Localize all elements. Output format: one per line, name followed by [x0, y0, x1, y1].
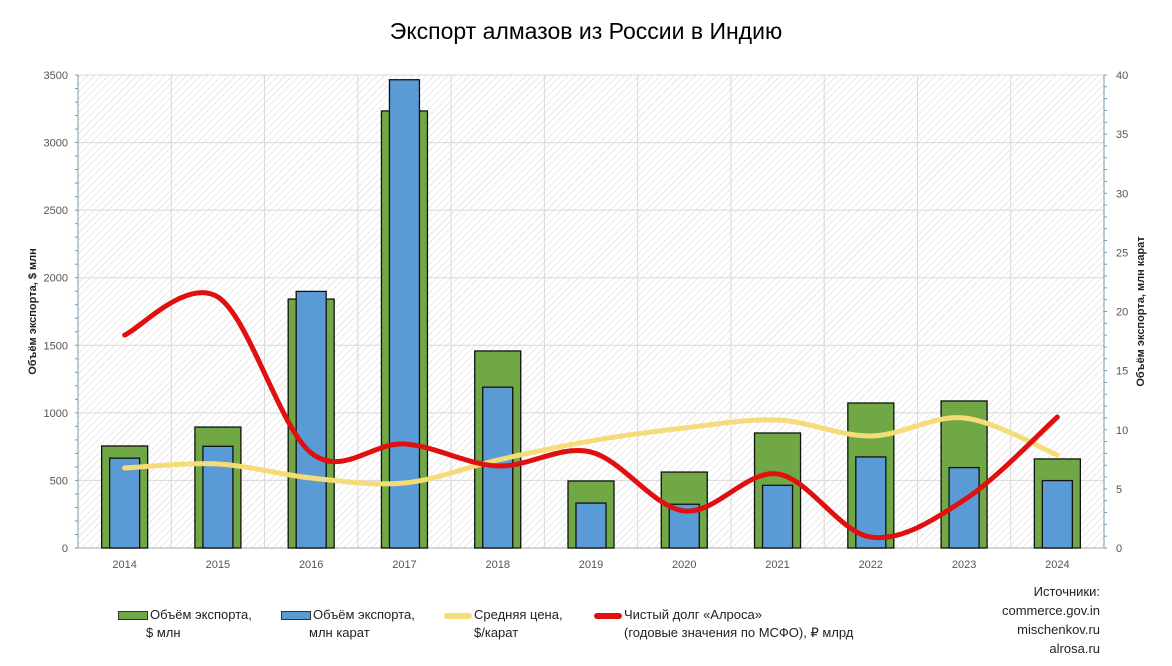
x-tick-label: 2024 — [1045, 559, 1069, 571]
x-tick-label: 2014 — [112, 559, 136, 571]
y2-tick-label: 20 — [1116, 307, 1128, 319]
y-tick-label: 0 — [62, 543, 68, 555]
y-tick-label: 1500 — [44, 340, 68, 352]
y2-tick-label: 30 — [1116, 188, 1128, 200]
legend-label: Объём экспорта, — [313, 607, 415, 622]
legend-item-avg-price: Средняя цена, $/карат — [444, 606, 563, 642]
source-link[interactable]: alrosa.ru — [1049, 641, 1100, 656]
source-link[interactable]: mischenkov.ru — [1017, 622, 1100, 637]
y-tick-label: 3500 — [44, 70, 68, 82]
bar-export-carats — [575, 502, 607, 549]
sources: Источники: commerce.gov.in mischenkov.ru… — [1002, 582, 1100, 658]
line-net-debt — [122, 290, 1060, 541]
legend-label: млн карат — [309, 625, 370, 640]
y-axis-title: Объём экспорта, $ млн — [27, 248, 39, 375]
legend-item-export-carats: Объём экспорта, млн карат — [281, 606, 415, 642]
bar-export-carats — [108, 457, 141, 549]
x-tick-label: 2018 — [485, 559, 509, 571]
y2-tick-label: 10 — [1116, 425, 1128, 437]
y2-tick-label: 40 — [1116, 70, 1128, 82]
legend-label: $/карат — [474, 625, 519, 640]
x-tick-label: 2016 — [299, 559, 323, 571]
x-tick-label: 2023 — [952, 559, 976, 571]
legend-label: $ млн — [146, 625, 181, 640]
legend-swatch-yellow — [444, 612, 472, 619]
x-tick-label: 2019 — [579, 559, 603, 571]
chart-plot: 0 500 1000 1500 2000 2500 3000 3500 0 5 10 15 20 25 30… — [27, 70, 1147, 571]
y2-tick-label: 15 — [1116, 366, 1128, 378]
y2-axis-title: Объём экспорта, млн карат — [1135, 236, 1147, 387]
y2-tick-label: 35 — [1116, 129, 1128, 141]
y2-tick-label: 25 — [1116, 247, 1128, 259]
legend-swatch-green — [118, 611, 148, 621]
x-tick-label: 2020 — [672, 559, 696, 571]
legend-label: Средняя цена, — [474, 607, 563, 622]
y-tick-label: 1000 — [44, 408, 68, 420]
legend-item-export-usd: Объём экспорта, $ млн — [118, 606, 252, 642]
legend-label: (годовые значения по МСФО), ₽ млрд — [624, 625, 854, 640]
bar-export-carats — [295, 290, 327, 549]
line-avg-price — [122, 415, 1060, 487]
y-tick-label: 3000 — [44, 138, 68, 150]
x-tick-label: 2022 — [859, 559, 883, 571]
legend-swatch-blue — [281, 611, 311, 621]
bar-export-carats — [388, 79, 421, 549]
y-tick-label: 500 — [50, 475, 68, 487]
x-tick-label: 2015 — [206, 559, 230, 571]
bar-export-carats — [761, 484, 794, 549]
bar-export-carats — [855, 456, 887, 549]
legend-label: Объём экспорта, — [150, 607, 252, 622]
y2-tick-label: 5 — [1116, 484, 1122, 496]
bar-export-carats — [1041, 479, 1074, 549]
legend-swatch-red — [594, 612, 622, 619]
legend-item-net-debt: Чистый долг «Алроса» (годовые значения п… — [594, 606, 853, 642]
y-tick-label: 2500 — [44, 205, 68, 217]
source-link[interactable]: commerce.gov.in — [1001, 603, 1100, 618]
legend-label: Чистый долг «Алроса» — [624, 607, 762, 622]
x-tick-label: 2017 — [392, 559, 416, 571]
y2-tick-label: 0 — [1116, 543, 1122, 555]
y-tick-label: 2000 — [44, 273, 68, 285]
x-tick-label: 2021 — [765, 559, 789, 571]
chart-title: Экспорт алмазов из России в Индию — [389, 18, 783, 44]
sources-label: Источники: — [1033, 584, 1100, 599]
